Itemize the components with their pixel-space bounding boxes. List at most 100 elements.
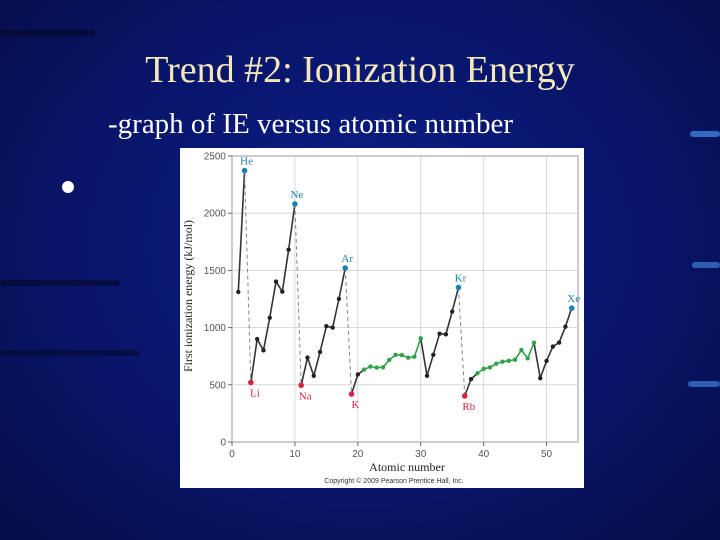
data-point bbox=[387, 357, 392, 363]
data-line-segment bbox=[545, 346, 554, 362]
y-tick-label: 2500 bbox=[204, 152, 227, 163]
data-point bbox=[556, 340, 562, 345]
data-point bbox=[261, 348, 266, 353]
data-line-segment bbox=[306, 357, 315, 377]
element-label-rb: Rb bbox=[462, 401, 475, 413]
data-point bbox=[500, 359, 505, 364]
data-line-segment bbox=[331, 298, 340, 328]
data-point bbox=[399, 352, 405, 358]
x-tick-label: 50 bbox=[541, 449, 553, 460]
data-line-segment bbox=[262, 317, 271, 351]
element-label-na: Na bbox=[299, 390, 312, 402]
data-point bbox=[348, 391, 355, 397]
data-point bbox=[418, 336, 423, 341]
data-point bbox=[380, 365, 386, 370]
data-line-segment bbox=[432, 333, 441, 356]
x-tick-label: 30 bbox=[415, 449, 427, 460]
data-point bbox=[317, 349, 323, 355]
x-tick-label: 40 bbox=[478, 449, 490, 460]
data-line-segment bbox=[426, 354, 435, 376]
data-point bbox=[544, 358, 549, 364]
period-drop-line bbox=[244, 170, 252, 383]
data-point bbox=[563, 324, 568, 329]
data-point bbox=[519, 347, 524, 353]
data-line-segment bbox=[526, 342, 535, 359]
data-point bbox=[475, 371, 480, 376]
y-tick-label: 1000 bbox=[204, 323, 227, 334]
decorative-streak bbox=[692, 262, 720, 268]
data-point bbox=[241, 167, 248, 174]
data-point bbox=[494, 361, 499, 366]
plot-area bbox=[231, 155, 579, 443]
decorative-streak bbox=[0, 280, 120, 286]
data-point bbox=[355, 372, 361, 377]
data-point bbox=[538, 375, 543, 381]
data-point bbox=[481, 366, 486, 371]
bullet-point bbox=[62, 181, 74, 193]
x-axis-title: Atomic number bbox=[369, 460, 445, 474]
data-point bbox=[437, 331, 442, 336]
data-line-segment bbox=[287, 203, 296, 250]
data-line-segment bbox=[300, 357, 309, 386]
data-point bbox=[280, 289, 285, 294]
data-line-segment bbox=[464, 378, 472, 397]
y-tick-label: 500 bbox=[209, 380, 226, 391]
data-point bbox=[311, 373, 316, 379]
data-point bbox=[525, 356, 530, 361]
slide-subtitle: -graph of IE versus atomic number bbox=[108, 108, 514, 140]
data-line-segment bbox=[539, 360, 548, 379]
x-tick-label: 20 bbox=[352, 449, 364, 460]
data-point bbox=[236, 289, 241, 295]
decorative-streak bbox=[0, 350, 140, 356]
data-point bbox=[443, 332, 449, 337]
data-point bbox=[361, 367, 367, 372]
data-point bbox=[487, 365, 493, 370]
data-point bbox=[512, 357, 518, 362]
data-line-segment bbox=[338, 267, 347, 300]
data-layer bbox=[236, 167, 575, 399]
data-point bbox=[292, 201, 298, 207]
data-point bbox=[298, 382, 304, 389]
data-point bbox=[330, 325, 335, 330]
decorative-streak bbox=[0, 30, 95, 36]
element-label-xe: Xe bbox=[567, 293, 580, 305]
period-drop-line bbox=[294, 203, 302, 386]
element-label-ne: Ne bbox=[290, 189, 303, 201]
x-tick-label: 0 bbox=[229, 449, 235, 460]
decorative-streak bbox=[690, 131, 720, 137]
data-point bbox=[305, 355, 310, 360]
data-line-segment bbox=[445, 311, 453, 335]
data-point bbox=[273, 279, 279, 284]
data-point bbox=[455, 284, 462, 291]
data-line-segment bbox=[564, 307, 573, 327]
period-drop-line bbox=[344, 267, 353, 395]
data-point bbox=[431, 352, 436, 358]
data-point bbox=[393, 352, 398, 358]
data-point bbox=[568, 305, 575, 311]
data-line-segment bbox=[350, 374, 359, 395]
data-point bbox=[336, 296, 342, 302]
grid-layer bbox=[231, 155, 579, 443]
data-point bbox=[267, 315, 272, 320]
data-point bbox=[368, 364, 373, 369]
label-layer: He Ne Ar Kr Xe Li Na K Rb bbox=[240, 156, 580, 413]
element-label-li: Li bbox=[250, 388, 260, 400]
data-point bbox=[531, 340, 537, 345]
data-point bbox=[374, 365, 379, 370]
data-point bbox=[449, 309, 455, 314]
data-point bbox=[324, 324, 329, 329]
element-label-kr: Kr bbox=[455, 272, 467, 284]
data-line-segment bbox=[268, 281, 277, 318]
chart-credit: Copyright © 2009 Pearson Prentice Hall, … bbox=[324, 477, 463, 485]
chart-svg: 0 500 1000 1500 2000 2500 0 10 20 30 40 50 He Ne Ar Kr… bbox=[181, 152, 580, 486]
decorative-streak bbox=[688, 381, 720, 387]
axis-layer: 0 500 1000 1500 2000 2500 0 10 20 30 40 50 bbox=[204, 152, 553, 461]
data-line-segment bbox=[419, 338, 428, 376]
data-point bbox=[405, 355, 411, 360]
data-line-segment bbox=[558, 326, 567, 343]
data-line-segment bbox=[281, 249, 290, 292]
element-label-he: He bbox=[240, 156, 253, 168]
data-point bbox=[461, 393, 468, 399]
data-point bbox=[254, 336, 260, 342]
data-point bbox=[468, 376, 474, 382]
